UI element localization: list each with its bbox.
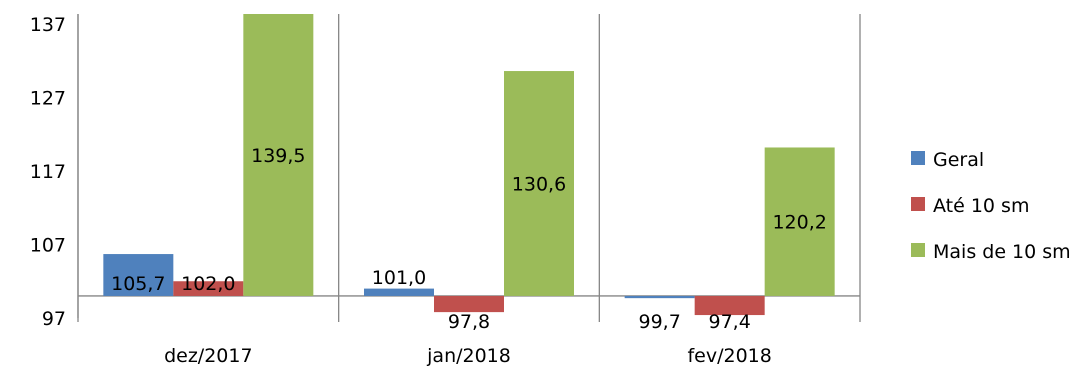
legend-label: Até 10 sm bbox=[933, 195, 1029, 217]
legend-swatch bbox=[911, 243, 925, 257]
legend-swatch bbox=[911, 151, 925, 165]
data-label: 101,0 bbox=[372, 267, 426, 289]
bar bbox=[173, 281, 244, 296]
bars bbox=[103, 14, 835, 316]
data-label: 102,0 bbox=[181, 273, 235, 295]
data-label: 130,6 bbox=[512, 173, 566, 195]
x-axis-ticks: dez/2017 jan/2018 fev/2018 bbox=[164, 345, 772, 367]
y-tick-label: 137 bbox=[30, 14, 66, 36]
y-tick-label: 127 bbox=[30, 88, 66, 110]
bar bbox=[364, 288, 434, 296]
data-label: 139,5 bbox=[251, 145, 305, 167]
y-tick-label: 97 bbox=[42, 308, 66, 330]
y-axis-ticks: 97 107 117 127 137 bbox=[30, 14, 66, 330]
legend: Geral Até 10 sm Mais de 10 sm bbox=[911, 149, 1071, 263]
data-label: 97,8 bbox=[448, 311, 490, 333]
x-tick-label: fev/2018 bbox=[687, 345, 771, 367]
y-tick-label: 117 bbox=[30, 161, 66, 183]
legend-swatch bbox=[911, 197, 925, 211]
legend-label: Mais de 10 sm bbox=[933, 241, 1071, 263]
y-tick-label: 107 bbox=[30, 235, 66, 257]
legend-label: Geral bbox=[933, 149, 984, 171]
bar bbox=[504, 71, 574, 296]
bar bbox=[764, 147, 835, 296]
x-tick-label: dez/2017 bbox=[164, 345, 252, 367]
data-label: 99,7 bbox=[639, 311, 681, 333]
data-label: 105,7 bbox=[111, 273, 165, 295]
bar bbox=[103, 254, 174, 296]
x-tick-label: jan/2018 bbox=[426, 345, 511, 367]
bar bbox=[434, 295, 504, 313]
bar bbox=[624, 295, 695, 299]
data-label: 97,4 bbox=[709, 311, 751, 333]
bar bbox=[694, 295, 765, 316]
data-labels: 105,7 101,0 99,7 102,0 97,8 97,4 139,5 130,6 120… bbox=[111, 145, 827, 333]
data-label: 120,2 bbox=[772, 212, 826, 234]
bar bbox=[243, 14, 314, 296]
